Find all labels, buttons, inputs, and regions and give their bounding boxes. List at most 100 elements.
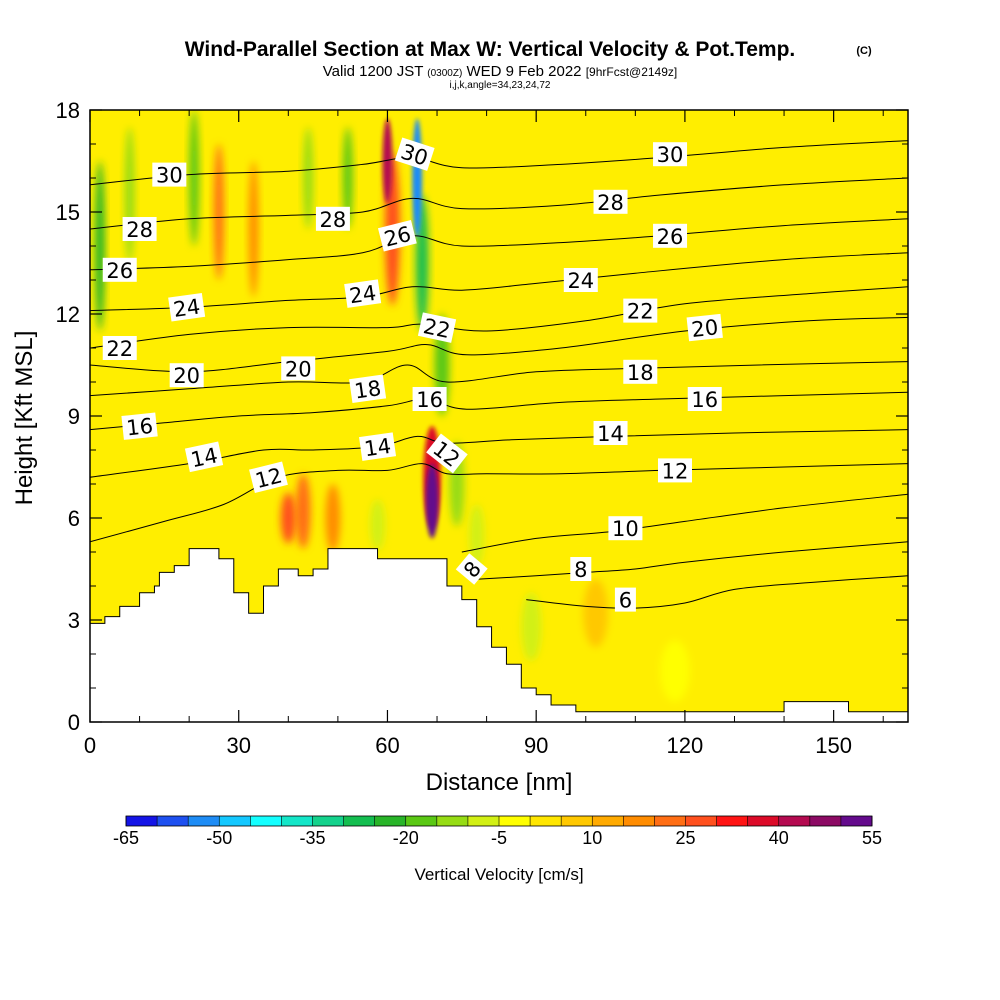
colorbar-swatch (592, 816, 624, 826)
contour-label: 30 (152, 162, 187, 188)
valid-date: WED 9 Feb 2022 (466, 63, 581, 80)
contour-label: 28 (593, 189, 628, 215)
contour-label-text: 28 (597, 191, 624, 215)
colorbar-swatch (561, 816, 593, 826)
contour-label-text: 22 (627, 300, 654, 324)
contour-label: 24 (344, 279, 382, 308)
colorbar-swatch (840, 816, 873, 826)
contour-label: 12 (657, 458, 692, 483)
contour-label-text: 18 (627, 361, 654, 385)
colorbar-swatch (126, 816, 158, 826)
contour-label-box (687, 387, 722, 411)
theta-contour-10 (461, 493, 908, 553)
velocity-cell (425, 463, 439, 539)
contour-label-box (608, 516, 643, 541)
contour-label: 20 (686, 313, 723, 342)
contour-label-box (122, 217, 157, 241)
contour-label-box (426, 433, 468, 474)
velocity-field (94, 110, 690, 702)
contour-label-box (412, 387, 447, 411)
colorbar-swatch (716, 816, 749, 826)
contour-label-box (349, 374, 387, 404)
contour-label-text: 30 (657, 143, 684, 167)
contour-label-text: 22 (421, 314, 452, 343)
contour-label: 16 (412, 387, 447, 412)
contour-label: 26 (377, 220, 417, 252)
colorbar-swatch (530, 816, 562, 826)
contour-label-box (359, 432, 397, 461)
contour-label-box (344, 279, 382, 308)
colorbar-swatch (623, 816, 655, 826)
colorbar-swatch (312, 816, 345, 826)
contour-label-text: 22 (106, 337, 133, 361)
x-tick-label: 90 (524, 733, 548, 758)
theta-contour-12 (90, 463, 908, 543)
contour-label-box (686, 313, 723, 342)
contour-label-text: 14 (597, 422, 624, 446)
colorbar-swatch (467, 816, 500, 826)
contour-label: 20 (281, 356, 316, 381)
colorbar-swatch (281, 816, 313, 826)
theta-contour-14 (90, 429, 908, 478)
velocity-cell (342, 127, 353, 229)
contour-label: 26 (653, 223, 688, 249)
contour-label-box (121, 412, 158, 440)
velocity-cell (280, 492, 296, 544)
contour-label-box (169, 363, 204, 388)
contour-label-box (653, 223, 688, 248)
x-tick-label: 120 (667, 733, 704, 758)
colorbar-tick-label: 40 (769, 828, 789, 848)
contour-label-text: 24 (348, 281, 378, 308)
contour-label-text: 24 (172, 294, 202, 321)
contour-label: 22 (102, 336, 137, 361)
contour-label-text: 6 (619, 589, 632, 613)
velocity-cell (325, 484, 341, 552)
colorbar-swatch (436, 816, 469, 826)
colorbar-swatch (499, 816, 531, 826)
colorbar-tick-label: -50 (206, 828, 232, 848)
contour-label-text: 14 (189, 443, 220, 472)
colorbar: -65 -50 -35 -20 -5 10 25 40 55 (113, 815, 882, 848)
contour-label-text: 20 (285, 357, 312, 381)
contour-label-text: 26 (657, 225, 684, 249)
contour-label-box (563, 268, 598, 292)
colorbar-swatch (654, 816, 686, 826)
contour-label-box (593, 189, 628, 214)
contour-label: 24 (168, 292, 206, 322)
contour-label: 10 (608, 516, 643, 541)
velocity-cell (94, 161, 105, 331)
contour-label-box (102, 336, 137, 360)
x-axis-label: Distance [nm] (426, 769, 573, 796)
colorbar-swatch (250, 816, 282, 826)
y-axis-label: Height [Kft MSL] (11, 331, 38, 506)
contour-label: 22 (417, 312, 457, 343)
contour-label-text: 26 (106, 259, 133, 283)
y-tick-label: 12 (56, 302, 80, 327)
contour-label-box (653, 142, 688, 167)
contour-label: 16 (121, 412, 158, 441)
theta-contour-30 (90, 140, 908, 186)
contour-label-text: 20 (173, 364, 200, 388)
contour-label: 14 (184, 441, 224, 472)
velocity-cell (521, 592, 542, 661)
contour-label-box (455, 553, 488, 585)
colorbar-swatch (747, 816, 780, 826)
contour-label-box (152, 162, 187, 187)
valid-zulu: (0300Z) (427, 68, 462, 79)
contour-label-text: 16 (125, 414, 154, 441)
contour-label: 28 (315, 206, 350, 232)
x-tick-label: 150 (815, 733, 852, 758)
x-tick-label: 30 (226, 733, 250, 758)
contour-label-box (281, 356, 316, 381)
colorbar-swatch (157, 816, 189, 826)
terrain (90, 548, 908, 722)
contour-label-text: 30 (156, 164, 183, 188)
colorbar-swatch (685, 816, 718, 826)
theta-contour-20 (90, 316, 908, 373)
theta-contour-22 (90, 286, 908, 349)
colorbar-swatch (809, 816, 842, 826)
velocity-cell (412, 118, 423, 238)
contour-label-box (417, 312, 457, 343)
velocity-cell (370, 499, 385, 551)
contour-label: 30 (653, 142, 688, 167)
